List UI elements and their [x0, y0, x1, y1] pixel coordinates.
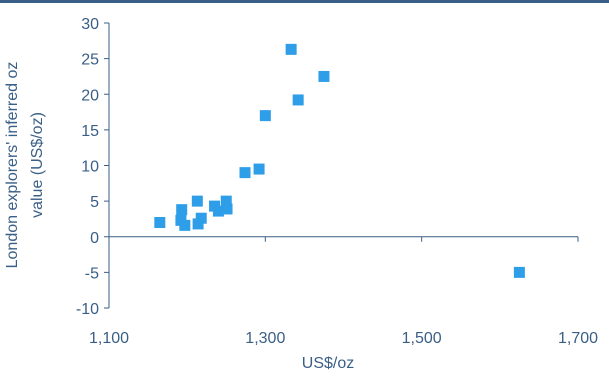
- data-point: [513, 266, 525, 278]
- y-tick-label: 25: [81, 52, 99, 69]
- x-tick-label: 1,100: [89, 330, 129, 347]
- data-point: [179, 219, 191, 231]
- y-tick-label: 5: [90, 194, 99, 211]
- ticks-layer: -10 -5 0 5 10 15 20 25 30 1,100 1,300 1,500 1,700: [76, 16, 598, 347]
- data-point: [318, 70, 330, 82]
- y-tick-label: 10: [81, 159, 99, 176]
- y-tick-label: 30: [81, 16, 99, 33]
- y-tick-label: 15: [81, 123, 99, 140]
- data-point: [221, 203, 233, 215]
- y-tick-label: 20: [81, 87, 99, 104]
- y-axis-title: London explorers' inferred oz value (US$…: [4, 62, 46, 269]
- data-point: [220, 195, 232, 207]
- data-point: [292, 94, 304, 106]
- y-tick-label: 0: [90, 230, 99, 247]
- data-point: [154, 217, 166, 228]
- data-points: [154, 43, 525, 278]
- y-tick-label: -10: [76, 301, 99, 318]
- data-point: [285, 43, 297, 55]
- data-point: [239, 167, 251, 179]
- data-point: [195, 212, 207, 224]
- data-point: [192, 218, 204, 230]
- axes-layer: [108, 23, 578, 308]
- data-point: [176, 204, 188, 216]
- data-point: [212, 205, 224, 217]
- y-tick-label: -5: [85, 265, 99, 282]
- x-tick-label: 1,500: [402, 330, 442, 347]
- x-tick-label: 1,700: [558, 330, 598, 347]
- data-point: [259, 110, 271, 122]
- top-rule: [0, 0, 609, 3]
- y-axis-title-line-1: London explorers' inferred oz: [4, 62, 21, 269]
- x-axis-title: US$/oz: [302, 355, 354, 372]
- data-point: [191, 195, 203, 207]
- y-axis-title-line-2: value (US$/oz): [29, 112, 46, 218]
- x-tick-label: 1,300: [245, 330, 285, 347]
- data-point: [253, 163, 265, 175]
